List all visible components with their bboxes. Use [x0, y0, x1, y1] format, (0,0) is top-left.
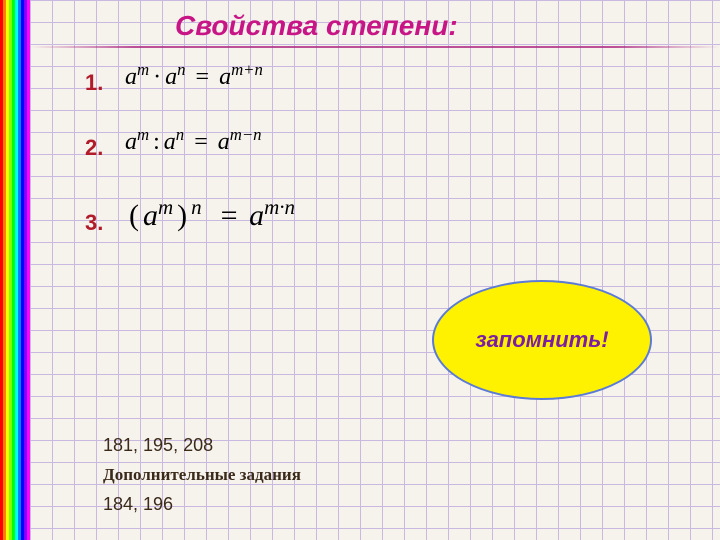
- title-underline: [30, 46, 720, 48]
- tasks-block: 181, 195, 208 Дополнительные задания 184…: [103, 430, 301, 520]
- slide-content: Свойства степени: 1. am·an = am+n 2. am:…: [30, 0, 720, 540]
- property-number-2: 2.: [85, 135, 103, 161]
- formula-1: am·an = am+n: [125, 60, 263, 91]
- formula-2: am:an = am−n: [125, 125, 262, 156]
- tasks-line-1: 181, 195, 208: [103, 430, 301, 461]
- rainbow-sidebar: [0, 0, 30, 540]
- property-number-1: 1.: [85, 70, 103, 96]
- property-number-3: 3.: [85, 210, 103, 236]
- tasks-extra-label: Дополнительные задания: [103, 461, 301, 490]
- remember-callout: запомнить!: [432, 280, 652, 400]
- slide-title: Свойства степени:: [175, 10, 458, 42]
- tasks-line-2: 184, 196: [103, 489, 301, 520]
- formula-3: (am)n = am·n: [125, 195, 295, 233]
- callout-text: запомнить!: [475, 327, 608, 353]
